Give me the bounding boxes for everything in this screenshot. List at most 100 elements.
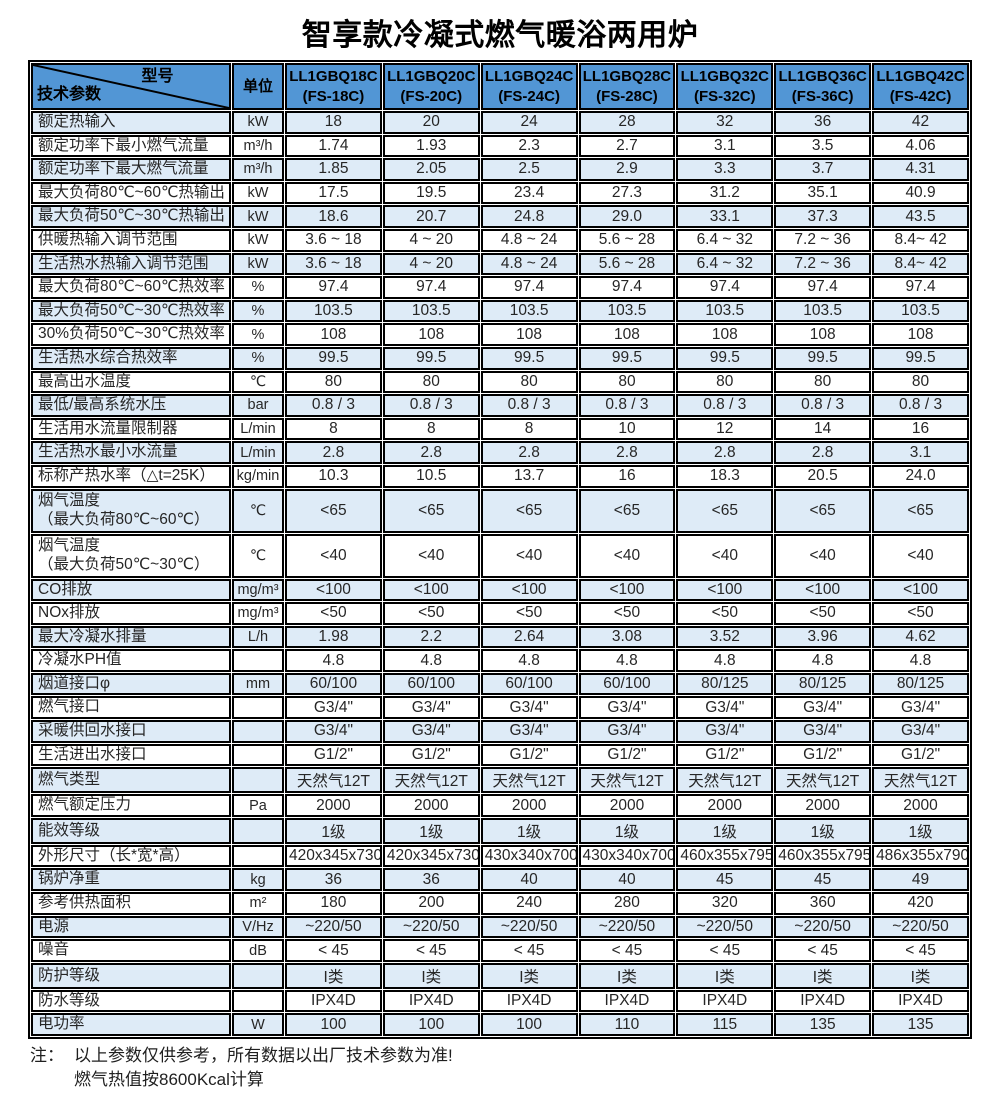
value-cell: 3.6 ~ 18 (285, 228, 382, 252)
value-cell: <100 (774, 578, 872, 602)
value-cell: 0.8 / 3 (480, 394, 578, 417)
value-cell: 3.08 (578, 625, 676, 649)
value-cell: <65 (382, 488, 480, 533)
spec-row: 最大负荷80℃~60℃热效率 % 97.4 97.4 97.4 97.4 97.4 97.… (31, 276, 969, 299)
value-cell: 2000 (872, 794, 969, 817)
value-cell: IPX4D (578, 989, 676, 1013)
param-cell: 最大负荷50℃~30℃热输出 (31, 205, 231, 228)
value-cell: 97.4 (578, 276, 676, 299)
value-cell: 4.31 (872, 158, 969, 181)
value-cell: I类 (774, 962, 872, 989)
value-cell: <50 (480, 602, 578, 625)
value-cell: 1.74 (285, 134, 382, 158)
value-cell: 23.4 (480, 181, 578, 205)
param-cell: 供暖热输入调节范围 (31, 228, 231, 252)
value-cell: 37.3 (774, 205, 872, 228)
param-cell: 锅炉净重 (31, 868, 231, 892)
value-cell: 2.8 (382, 441, 480, 464)
value-cell: 2000 (382, 794, 480, 817)
value-cell: G1/2" (578, 743, 676, 767)
param-cell: 标称产热水率（△t=25K） (31, 464, 231, 488)
value-cell: 135 (872, 1013, 969, 1036)
value-cell: 20.7 (382, 205, 480, 228)
value-cell: 108 (480, 323, 578, 346)
param-cell: 参考供热面积 (31, 892, 231, 915)
unit-cell: kg/min (232, 464, 284, 488)
value-cell: 45 (676, 868, 774, 892)
unit-cell: Pa (232, 794, 284, 817)
value-cell: 0.8 / 3 (774, 394, 872, 417)
value-cell: 460x355x795 (676, 844, 774, 868)
value-cell: 60/100 (480, 672, 578, 696)
unit-cell (232, 720, 284, 743)
unit-cell: kW (232, 228, 284, 252)
value-cell: ~220/50 (774, 915, 872, 939)
param-cell: 燃气接口 (31, 696, 231, 720)
value-cell: ~220/50 (872, 915, 969, 939)
value-cell: <100 (578, 578, 676, 602)
value-cell: <65 (578, 488, 676, 533)
value-cell: 2.64 (480, 625, 578, 649)
param-cell: NOx排放 (31, 602, 231, 625)
value-cell: 14 (774, 417, 872, 441)
value-cell: 29.0 (578, 205, 676, 228)
value-cell: 108 (285, 323, 382, 346)
unit-cell (232, 989, 284, 1013)
value-cell: 18 (285, 111, 382, 134)
value-cell: <40 (872, 533, 969, 578)
value-cell: G1/2" (480, 743, 578, 767)
spec-row: 锅炉净重 kg 36 36 40 40 45 45 49 (31, 868, 969, 892)
model-header-cell: LL1GBQ24C (FS-24C) (480, 63, 578, 110)
spec-row: 生活热水综合热效率 % 99.5 99.5 99.5 99.5 99.5 99.5 99.5 (31, 346, 969, 370)
model-header-cell: LL1GBQ36C (FS-36C) (774, 63, 872, 110)
param-cell: 电功率 (31, 1013, 231, 1036)
unit-cell: % (232, 276, 284, 299)
unit-header-cell: 单位 (232, 63, 284, 110)
value-cell: 180 (285, 892, 382, 915)
value-cell: 3.1 (676, 134, 774, 158)
value-cell: G3/4" (774, 696, 872, 720)
value-cell: 天然气12T (285, 767, 382, 794)
value-cell: G3/4" (578, 720, 676, 743)
spec-row: 最大负荷80℃~60℃热输出 kW 17.5 19.5 23.4 27.3 31.2 35… (31, 181, 969, 205)
value-cell: G1/2" (872, 743, 969, 767)
value-cell: 80/125 (774, 672, 872, 696)
model-alias: (FS-42C) (889, 87, 952, 105)
value-cell: 24 (480, 111, 578, 134)
value-cell: < 45 (480, 939, 578, 962)
value-cell: 24.0 (872, 464, 969, 488)
param-cell: 额定功率下最小燃气流量 (31, 134, 231, 158)
param-cell: 烟道接口φ (31, 672, 231, 696)
model-code: LL1GBQ42C (876, 68, 965, 85)
param-cell: 燃气额定压力 (31, 794, 231, 817)
value-cell: 3.3 (676, 158, 774, 181)
value-cell: 0.8 / 3 (676, 394, 774, 417)
value-cell: <50 (382, 602, 480, 625)
value-cell: 240 (480, 892, 578, 915)
model-alias: (FS-24C) (498, 87, 560, 105)
value-cell: 80 (480, 370, 578, 394)
param-cell: 生活进出水接口 (31, 743, 231, 767)
value-cell: I类 (480, 962, 578, 989)
value-cell: 1级 (676, 817, 774, 844)
unit-cell: kW (232, 205, 284, 228)
page-title: 智享款冷凝式燃气暖浴两用炉 (301, 19, 699, 52)
spec-row: 最低/最高系统水压 bar 0.8 / 3 0.8 / 3 0.8 / 3 0.8 /… (31, 394, 969, 417)
value-cell: <50 (285, 602, 382, 625)
value-cell: 0.8 / 3 (382, 394, 480, 417)
value-cell: < 45 (676, 939, 774, 962)
spec-row: 采暖供回水接口 G3/4" G3/4" G3/4" G3/4" G3/4" G3/4" G3… (31, 720, 969, 743)
value-cell: <50 (872, 602, 969, 625)
footnotes: 注： 以上参数仅供参考，所有数据以出厂技术参数为准! 燃气热值按8600Kcal计… (30, 1044, 1000, 1092)
value-cell: <65 (285, 488, 382, 533)
spec-row: 最大负荷50℃~30℃热输出 kW 18.6 20.7 24.8 29.0 33.1 37… (31, 205, 969, 228)
value-cell: G3/4" (285, 720, 382, 743)
spec-row: 生活进出水接口 G1/2" G1/2" G1/2" G1/2" G1/2" G1/2" G1… (31, 743, 969, 767)
value-cell: 360 (774, 892, 872, 915)
value-cell: 8 (480, 417, 578, 441)
value-cell: <100 (285, 578, 382, 602)
value-cell: 天然气12T (774, 767, 872, 794)
value-cell: 43.5 (872, 205, 969, 228)
value-cell: 97.4 (774, 276, 872, 299)
value-cell: 28 (578, 111, 676, 134)
